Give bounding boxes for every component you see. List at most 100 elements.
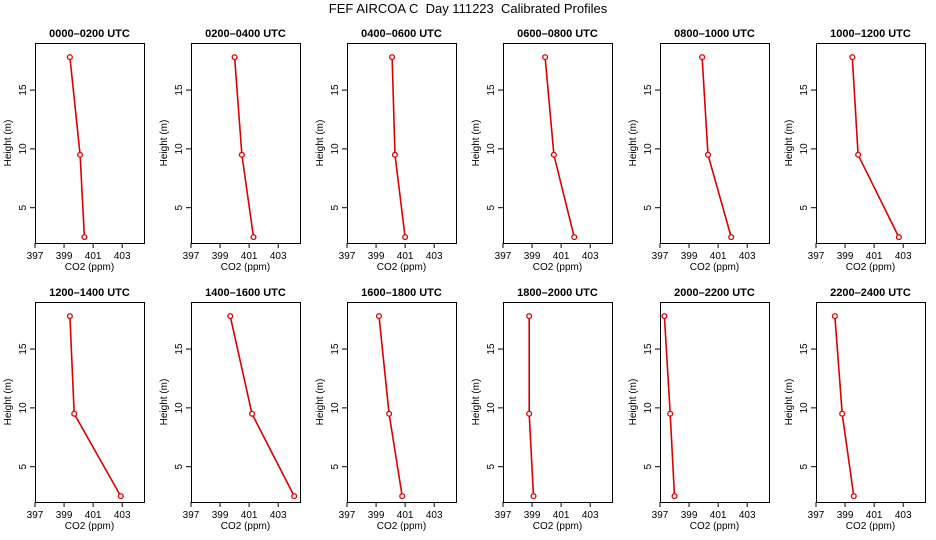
x-axis-label: CO2 (ppm) — [377, 262, 426, 273]
profile-point — [117, 493, 124, 500]
x-tick-label: 397 — [808, 251, 825, 262]
y-tick-label: 10 — [486, 402, 497, 414]
x-tick-label: 399 — [212, 510, 229, 521]
profile-panel: 1400–1600 UTC 397 399 401 403 5 10 15 CO2 (ppm) H… — [159, 287, 301, 532]
y-axis-label: Height (m) — [784, 120, 795, 167]
x-tick-label: 403 — [895, 510, 912, 521]
profile-panel: 2200–2400 UTC 397 399 401 403 5 10 15 CO2 (ppm) H… — [784, 287, 926, 532]
y-tick-label: 5 — [330, 204, 341, 210]
profile-point — [839, 410, 846, 417]
profile-point — [71, 410, 78, 417]
profile-panel: 1600–1800 UTC 397 399 401 403 5 10 15 CO2 (ppm) H… — [315, 287, 457, 532]
x-axis-label: CO2 (ppm) — [65, 262, 114, 273]
profile-point — [77, 151, 84, 158]
panel-title: 1000–1200 UTC — [830, 28, 911, 40]
x-tick-label: 397 — [183, 510, 200, 521]
y-tick-label: 15 — [18, 84, 29, 96]
profile-point — [849, 54, 856, 61]
y-tick-label: 15 — [330, 343, 341, 355]
panel-title: 0400–0600 UTC — [361, 28, 442, 40]
x-tick-label: 403 — [270, 251, 287, 262]
profile-point — [375, 313, 383, 320]
profile-point — [542, 54, 549, 61]
y-tick-label: 15 — [799, 343, 810, 355]
profile-point — [850, 493, 857, 500]
profile-panel: 0000–0200 UTC 397 399 401 403 5 10 15 CO2 (ppm) H… — [3, 28, 145, 273]
plot-frame — [503, 43, 613, 244]
y-tick-label: 5 — [18, 204, 29, 210]
y-tick-label: 15 — [174, 84, 185, 96]
x-tick-label: 397 — [27, 510, 44, 521]
profile-line — [663, 316, 676, 497]
plot-frame — [347, 43, 457, 244]
x-tick-label: 397 — [339, 510, 356, 521]
x-tick-label: 403 — [895, 251, 912, 262]
x-tick-label: 401 — [866, 510, 883, 521]
x-tick-label: 401 — [397, 251, 414, 262]
y-tick-label: 5 — [799, 463, 810, 469]
profile-point — [238, 151, 245, 158]
profile-point — [81, 234, 88, 241]
y-tick-label: 10 — [174, 402, 185, 414]
profile-panel: 2000–2200 UTC 397 399 401 403 5 10 15 CO2 (ppm) H… — [628, 287, 770, 532]
y-tick-label: 10 — [643, 143, 654, 155]
x-axis-label: CO2 (ppm) — [221, 262, 270, 273]
x-tick-label: 399 — [56, 510, 73, 521]
x-tick-label: 401 — [710, 510, 727, 521]
y-tick-label: 10 — [486, 143, 497, 155]
profile-point — [526, 410, 533, 417]
y-tick-label: 15 — [486, 343, 497, 355]
profile-point — [227, 313, 234, 320]
profile-point — [667, 410, 674, 417]
x-tick-label: 399 — [681, 251, 698, 262]
y-tick-label: 10 — [799, 402, 810, 414]
panel-title: 2200–2400 UTC — [830, 287, 911, 299]
profile-point — [66, 54, 73, 61]
profile-point — [550, 151, 557, 158]
x-tick-label: 399 — [368, 510, 385, 521]
profile-point — [389, 54, 396, 61]
x-tick-label: 399 — [56, 251, 73, 262]
profile-line — [701, 57, 732, 238]
profile-panel: 1000–1200 UTC 397 399 401 403 5 10 15 CO2 (ppm) H… — [784, 28, 926, 273]
plot-frame — [191, 302, 301, 503]
y-axis-label: Height (m) — [159, 379, 170, 426]
profile-point — [661, 313, 668, 320]
panel-title: 1400–1600 UTC — [205, 287, 286, 299]
profile-point — [530, 493, 537, 500]
y-tick-label: 5 — [174, 463, 185, 469]
y-axis-label: Height (m) — [628, 379, 639, 426]
plot-frame — [503, 302, 613, 503]
profile-point — [248, 410, 256, 417]
y-axis-label: Height (m) — [315, 379, 326, 426]
profile-panel: 1800–2000 UTC 397 399 401 403 5 10 15 CO2 (ppm) H… — [471, 287, 613, 532]
y-axis-label: Height (m) — [3, 379, 14, 426]
x-tick-label: 403 — [426, 510, 443, 521]
x-axis-label: CO2 (ppm) — [377, 521, 426, 532]
y-axis-label: Height (m) — [628, 120, 639, 167]
x-axis-label: CO2 (ppm) — [533, 521, 582, 532]
profile-line — [233, 57, 255, 238]
profile-line — [528, 316, 535, 497]
x-tick-label: 403 — [426, 251, 443, 262]
y-tick-label: 10 — [643, 402, 654, 414]
x-tick-label: 397 — [808, 510, 825, 521]
x-tick-label: 397 — [652, 251, 669, 262]
x-axis-label: CO2 (ppm) — [846, 262, 895, 273]
x-axis-label: CO2 (ppm) — [846, 521, 895, 532]
x-tick-label: 401 — [710, 251, 727, 262]
plot-frame — [660, 43, 770, 244]
y-tick-label: 5 — [799, 204, 810, 210]
y-axis-label: Height (m) — [3, 120, 14, 167]
profile-panel: 0600–0800 UTC 397 399 401 403 5 10 15 CO2 (ppm) H… — [471, 28, 613, 273]
x-tick-label: 399 — [368, 251, 385, 262]
profile-panel: 0800–1000 UTC 397 399 401 403 5 10 15 CO2 (ppm) H… — [628, 28, 770, 273]
profile-panel: 0400–0600 UTC 397 399 401 403 5 10 15 CO2 (ppm) H… — [315, 28, 457, 273]
x-tick-label: 403 — [114, 251, 131, 262]
profile-point — [391, 151, 399, 158]
y-tick-label: 10 — [330, 143, 341, 155]
profile-point — [699, 54, 706, 61]
x-tick-label: 399 — [837, 251, 854, 262]
profile-panel: 1200–1400 UTC 397 399 401 403 5 10 15 CO2 (ppm) H… — [3, 287, 145, 532]
